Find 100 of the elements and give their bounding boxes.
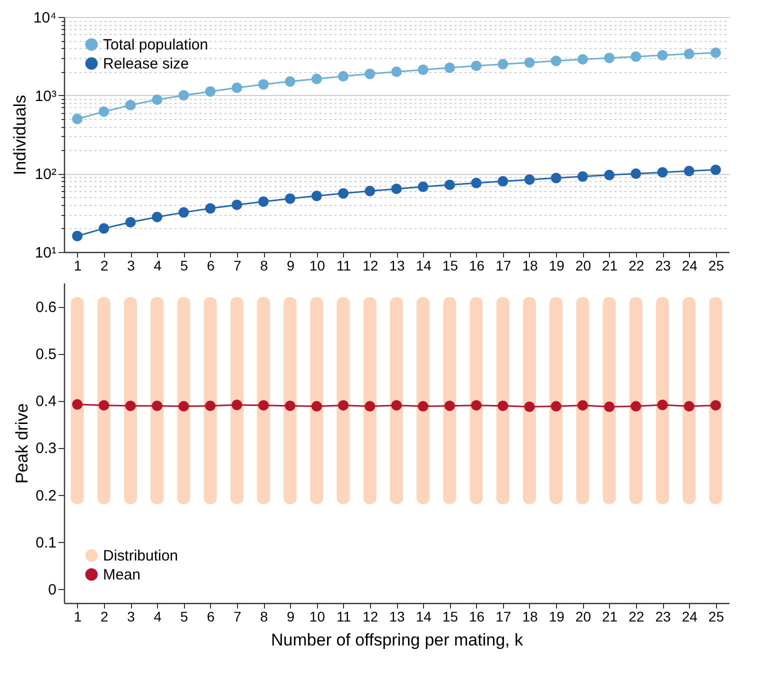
point [232,82,242,93]
legend-label: Distribution [103,548,178,564]
point [444,180,455,190]
point [98,223,110,234]
point [444,62,455,73]
x-tick-label: 13 [389,258,405,274]
x-tick-label: 8 [260,258,268,274]
point [232,200,242,210]
point [604,170,615,180]
point [524,174,535,185]
x-tick-label: 17 [496,608,512,624]
x-tick-label: 8 [260,608,268,624]
point [524,57,535,68]
point [391,184,402,194]
point [630,51,642,62]
x-tick-label: 4 [154,608,162,624]
y-axis-title: Peak drive [12,403,32,484]
x-tick-label: 19 [548,258,565,274]
legend-label: Release size [103,56,189,72]
point [710,47,721,58]
point [338,71,349,82]
x-tick-label: 22 [628,258,644,274]
point [205,86,216,97]
point [178,90,189,101]
point [391,66,402,77]
x-tick-label: 14 [416,258,432,274]
legend-label: Total population [103,36,208,54]
x-tick-label: 20 [575,608,592,624]
x-tick-label: 7 [234,258,242,274]
point [98,106,110,117]
x-tick-label: 25 [708,258,724,274]
point [72,230,83,242]
point [550,172,562,184]
y-tick-label: 10⁴ [33,10,56,26]
point [178,207,189,218]
point [657,167,668,178]
x-tick-label: 15 [442,258,458,274]
x-tick-label: 9 [286,608,295,624]
x-tick-label: 21 [602,258,618,274]
point [550,56,562,66]
y-tick-label: 0.6 [36,299,56,316]
x-tick-label: 10 [309,258,326,274]
y-tick-label: 0 [48,581,56,598]
point [125,100,136,110]
x-tick-label: 1 [74,608,82,624]
x-tick-label: 23 [655,608,671,624]
point [498,176,508,186]
y-tick-label: 0.4 [36,393,56,410]
x-tick-label: 9 [286,258,295,274]
x-tick-label: 24 [682,258,698,274]
point [72,114,83,124]
x-tick-label: 6 [206,608,215,624]
point [152,212,162,222]
x-tick-label: 2 [100,608,108,624]
point [630,168,642,179]
point [311,74,322,84]
x-tick-label: 20 [575,258,592,274]
point [152,94,162,105]
point [657,50,668,60]
point [258,79,269,90]
y-tick-label: 0.1 [36,534,56,552]
x-tick-label: 19 [548,608,565,624]
point [364,68,376,80]
point [710,164,721,176]
point [364,186,376,196]
x-tick-label: 3 [127,608,136,624]
x-tick-label: 5 [180,608,188,624]
y-tick-label: 10³ [34,88,56,105]
x-tick-label: 7 [234,608,242,624]
point [471,60,482,72]
point [125,216,136,228]
x-tick-label: 18 [522,258,538,274]
x-tick-label: 23 [655,258,671,274]
x-tick-label: 25 [708,608,724,624]
x-tick-label: 17 [496,258,512,274]
point [684,166,694,176]
point [684,48,694,60]
point [498,58,508,70]
legend-label: Mean [103,566,141,584]
x-tick-label: 21 [602,608,618,624]
x-tick-label: 4 [154,258,162,274]
x-tick-label: 5 [180,258,188,274]
y-tick-label: 10² [34,166,56,184]
x-tick-label: 10 [309,608,326,624]
y-tick-label: 0.3 [36,440,56,458]
x-tick-label: 12 [362,258,378,274]
x-tick-label: 14 [416,608,432,624]
x-tick-label: 16 [469,608,485,624]
point [577,54,588,65]
point [338,188,349,199]
x-tick-label: 13 [389,608,405,624]
x-tick-label: 11 [336,258,352,274]
point [418,182,428,192]
x-tick-label: 12 [362,608,378,624]
point [311,190,322,202]
x-tick-label: 3 [127,258,136,274]
point [577,171,588,182]
y-tick-label: 0.5 [36,346,56,364]
x-axis-title: Number of offspring per mating, k [271,630,524,650]
x-tick-label: 24 [682,608,698,624]
